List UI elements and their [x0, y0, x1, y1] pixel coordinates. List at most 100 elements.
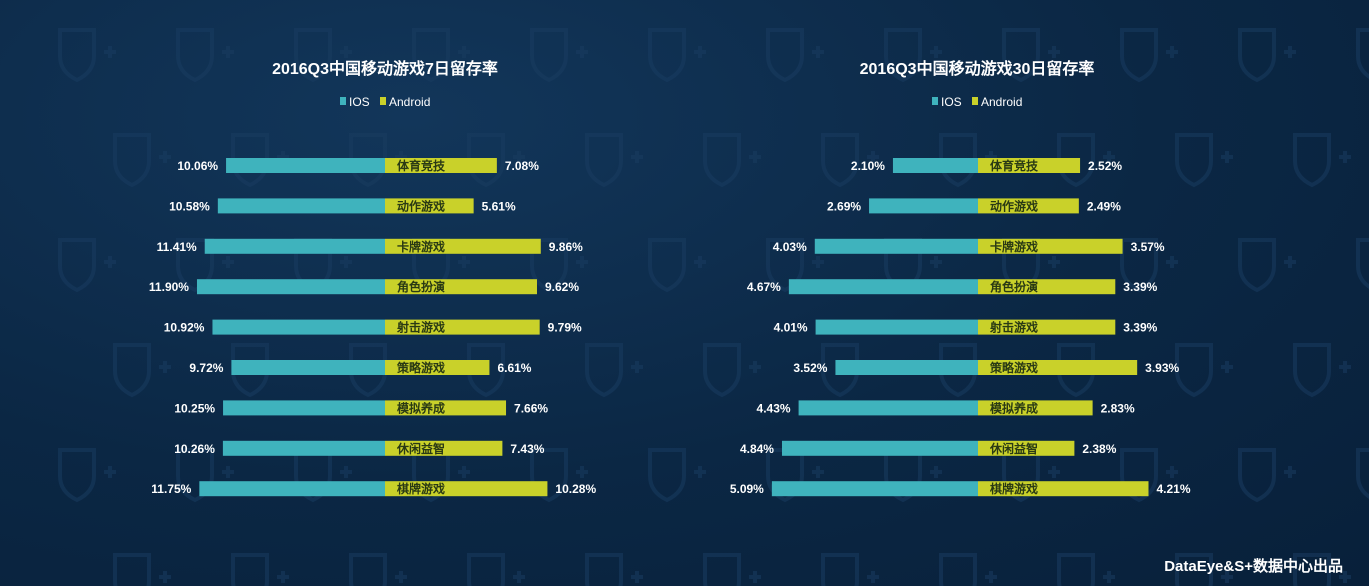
category-label: 角色扮演: [990, 279, 1038, 294]
bar-row: 11.75% 10.28% 棋牌游戏: [151, 481, 596, 497]
watermark-shield-icon: [1293, 553, 1351, 586]
bar-row: 4.84% 2.38% 休闲益智: [740, 440, 1117, 456]
category-label: 休闲益智: [396, 441, 445, 456]
watermark-shield-icon: [703, 553, 761, 586]
category-label: 动作游戏: [990, 198, 1038, 213]
category-label: 棋牌游戏: [990, 481, 1038, 496]
value-label-android: 3.39%: [1123, 321, 1157, 335]
bar-android: [385, 360, 490, 375]
bar-row: 2.69% 2.49% 动作游戏: [827, 198, 1121, 214]
category-label: 模拟养成: [397, 400, 445, 415]
value-label-ios: 10.26%: [174, 442, 215, 456]
value-label-ios: 2.10%: [851, 159, 885, 173]
watermark-shield-icon: [349, 553, 407, 586]
bar-android: [978, 360, 1138, 375]
value-label-ios: 11.75%: [151, 482, 191, 496]
watermark-shield-icon: [113, 133, 171, 188]
bar-row: 10.26% 7.43% 休闲益智: [174, 440, 545, 456]
watermark-shield-icon: [1238, 238, 1296, 293]
category-label: 模拟养成: [990, 400, 1038, 415]
bar-ios: [212, 319, 385, 335]
bar-row: 10.92% 9.79% 射击游戏: [164, 319, 582, 335]
value-label-android: 3.93%: [1145, 361, 1179, 375]
value-label-ios: 11.90%: [149, 280, 189, 294]
watermark-shield-icon: [821, 553, 879, 586]
watermark-shield-icon: [1120, 238, 1178, 293]
watermark-shield-icon: [113, 343, 171, 398]
bar-android: [385, 481, 548, 497]
value-label-ios: 4.67%: [747, 280, 781, 294]
value-label-android: 3.57%: [1131, 240, 1165, 254]
watermark-shield-icon: [294, 28, 352, 83]
watermark-shield-icon: [821, 133, 879, 188]
bar-row: 4.03% 3.57% 卡牌游戏: [773, 238, 1165, 254]
bar-android: [978, 319, 1116, 335]
value-label-android: 7.66%: [514, 401, 548, 415]
category-label: 角色扮演: [397, 279, 445, 294]
watermark-shield-icon: [58, 238, 116, 293]
watermark-shield-icon: [58, 28, 116, 83]
bar-row: 4.43% 2.83% 模拟养成: [757, 400, 1135, 416]
watermark-shield-icon: [467, 553, 525, 586]
value-label-ios: 10.92%: [164, 321, 205, 335]
value-label-android: 9.86%: [549, 240, 583, 254]
value-label-android: 2.49%: [1087, 199, 1121, 213]
watermark-shield-icon: [231, 553, 289, 586]
bar-ios: [204, 238, 385, 254]
value-label-ios: 4.01%: [774, 321, 808, 335]
watermark-shield-icon: [648, 448, 706, 503]
category-label: 动作游戏: [397, 198, 445, 213]
watermark-shield-icon: [530, 28, 588, 83]
bar-android: [978, 279, 1116, 295]
watermark-shield-icon: [766, 238, 824, 293]
watermark-shield-icon: [585, 133, 643, 188]
value-label-ios: 9.72%: [189, 361, 223, 375]
bar-row: 3.52% 3.93% 策略游戏: [793, 360, 1180, 375]
category-label: 策略游戏: [397, 360, 445, 375]
bar-ios: [835, 360, 978, 375]
value-label-ios: 11.41%: [157, 240, 197, 254]
watermark-shield-icon: [1120, 28, 1178, 83]
legend: IOS Android: [340, 95, 430, 109]
chart-title: 2016Q3中国移动游戏7日留存率: [272, 59, 498, 78]
watermark-shield-icon: [585, 553, 643, 586]
value-label-ios: 4.43%: [757, 401, 791, 415]
value-label-ios: 3.52%: [793, 361, 827, 375]
watermark-shield-icon: [1356, 448, 1369, 499]
value-label-android: 9.62%: [545, 280, 579, 294]
bar-row: 10.58% 5.61% 动作游戏: [169, 198, 516, 214]
watermark-shield-icon: [1002, 28, 1060, 83]
bar-ios: [226, 158, 385, 173]
value-label-android: 2.52%: [1088, 159, 1122, 173]
value-label-android: 2.38%: [1082, 442, 1116, 456]
footer-credit: DataEye&S+数据中心出品: [1164, 558, 1343, 575]
value-label-ios: 4.84%: [740, 442, 774, 456]
category-label: 卡牌游戏: [990, 239, 1038, 254]
legend-swatch: [380, 97, 386, 105]
watermark-shield-icon: [648, 28, 706, 83]
watermark-shield-icon: [412, 28, 470, 83]
watermark-shield-icon: [939, 553, 997, 586]
value-label-ios: 10.25%: [174, 401, 215, 415]
category-label: 卡牌游戏: [397, 239, 445, 254]
watermark-shield-icon: [703, 343, 761, 398]
legend-swatch: [932, 97, 938, 105]
value-label-ios: 10.58%: [169, 199, 210, 213]
bar-row: 4.67% 3.39% 角色扮演: [747, 279, 1158, 295]
bar-ios: [781, 440, 978, 456]
bar-android: [978, 198, 1079, 214]
watermark-shield-icon: [1238, 448, 1296, 503]
bar-row: 10.25% 7.66% 模拟养成: [174, 400, 548, 416]
bar-ios: [199, 481, 385, 497]
bar-row: 10.06% 7.08% 体育竞技: [177, 158, 539, 173]
watermark-shield-icon: [884, 28, 942, 83]
watermark-shield-icon: [648, 238, 706, 293]
watermark-shield-icon: [1175, 553, 1233, 586]
watermark-shield-icon: [703, 133, 761, 188]
bar-ios: [217, 198, 385, 214]
bar-ios: [814, 238, 978, 254]
chart-30-day-retention: 2016Q3中国移动游戏30日留存率 IOS Android 2.10% 2.52% 体育…: [730, 59, 1191, 497]
bar-android: [385, 400, 507, 416]
chart-title: 2016Q3中国移动游戏30日留存率: [860, 59, 1095, 78]
